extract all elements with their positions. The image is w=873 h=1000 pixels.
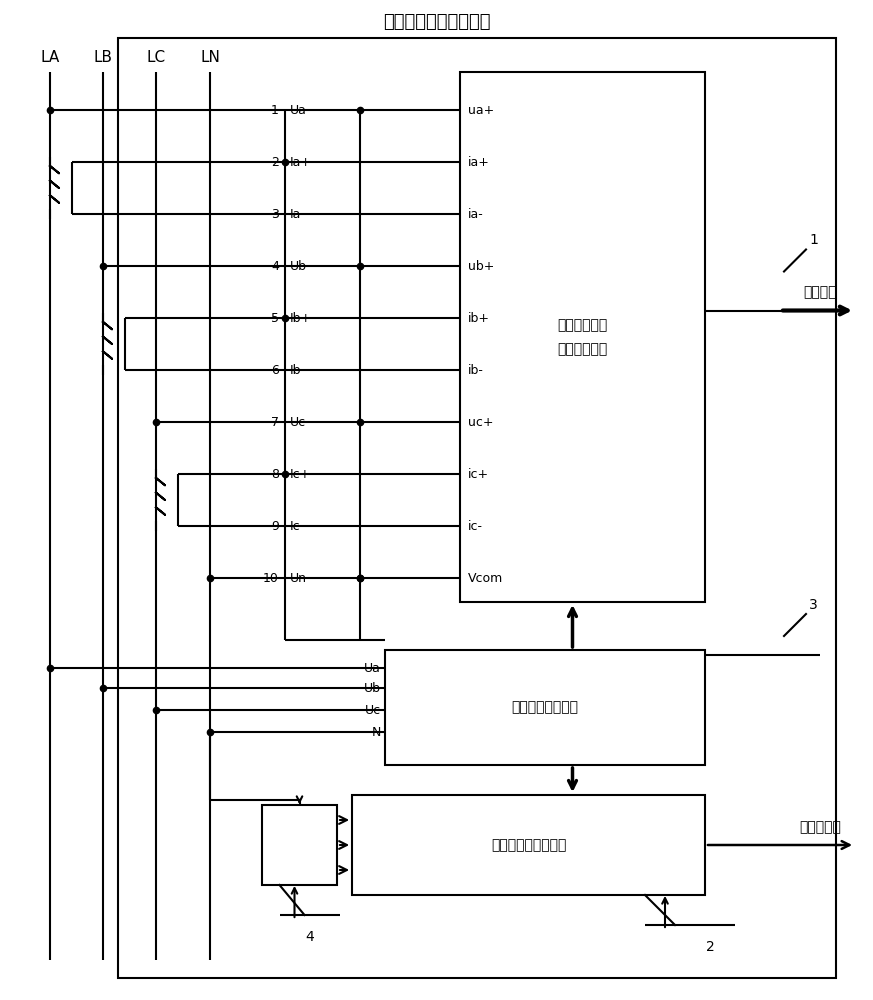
- Text: 缺零线信号处理电路: 缺零线信号处理电路: [491, 838, 567, 852]
- Bar: [262, 805, 337, 885]
- Text: LA: LA: [40, 49, 59, 64]
- Text: ub+: ub+: [468, 259, 494, 272]
- Text: ib+: ib+: [468, 312, 490, 324]
- Bar: [118, 38, 836, 978]
- Text: 三相四线电能计量装置: 三相四线电能计量装置: [382, 13, 491, 31]
- Text: Ub: Ub: [364, 682, 381, 694]
- Text: ib-: ib-: [468, 363, 484, 376]
- Text: 1: 1: [809, 233, 818, 247]
- Text: Ub: Ub: [290, 259, 307, 272]
- Text: Ib+: Ib+: [290, 312, 313, 324]
- Text: Ib-: Ib-: [290, 363, 306, 376]
- Text: Ua: Ua: [364, 662, 381, 674]
- Text: 4: 4: [272, 259, 279, 272]
- Text: 计量处理电路: 计量处理电路: [557, 342, 608, 356]
- Text: 1: 1: [272, 104, 279, 116]
- Text: LB: LB: [93, 49, 113, 64]
- Text: Uc: Uc: [290, 416, 306, 428]
- Text: uc+: uc+: [468, 416, 493, 428]
- Text: ic-: ic-: [468, 520, 483, 532]
- Text: 三相四线电能: 三相四线电能: [557, 318, 608, 332]
- Text: 缺零线信号: 缺零线信号: [799, 820, 841, 834]
- Text: Ia+: Ia+: [290, 155, 312, 168]
- Text: ic+: ic+: [468, 468, 489, 481]
- Text: 9: 9: [272, 520, 279, 532]
- Text: Un: Un: [290, 572, 307, 584]
- Text: 4: 4: [306, 930, 314, 944]
- Text: 2: 2: [705, 940, 714, 954]
- Text: Ic-: Ic-: [290, 520, 306, 532]
- Text: Ia-: Ia-: [290, 208, 306, 221]
- Text: ia+: ia+: [468, 155, 490, 168]
- Text: 8: 8: [271, 468, 279, 481]
- Text: N: N: [372, 726, 381, 738]
- Text: 3: 3: [272, 208, 279, 221]
- Text: 2: 2: [272, 155, 279, 168]
- Text: 10: 10: [263, 572, 279, 584]
- Text: 数据总线: 数据总线: [803, 286, 836, 300]
- Text: Ua: Ua: [290, 104, 307, 116]
- Text: 5: 5: [271, 312, 279, 324]
- Bar: [460, 72, 705, 602]
- Text: ia-: ia-: [468, 208, 484, 221]
- Text: LN: LN: [200, 49, 220, 64]
- Text: 3: 3: [809, 598, 818, 612]
- Text: 7: 7: [271, 416, 279, 428]
- Text: ua+: ua+: [468, 104, 494, 116]
- Text: Vcom: Vcom: [468, 572, 503, 584]
- Bar: [385, 650, 705, 765]
- Text: Ic+: Ic+: [290, 468, 312, 481]
- Bar: [352, 795, 705, 895]
- Text: Uc: Uc: [365, 704, 381, 716]
- Text: LC: LC: [147, 49, 166, 64]
- Text: 6: 6: [272, 363, 279, 376]
- Text: 三相四线电源电路: 三相四线电源电路: [512, 700, 579, 714]
